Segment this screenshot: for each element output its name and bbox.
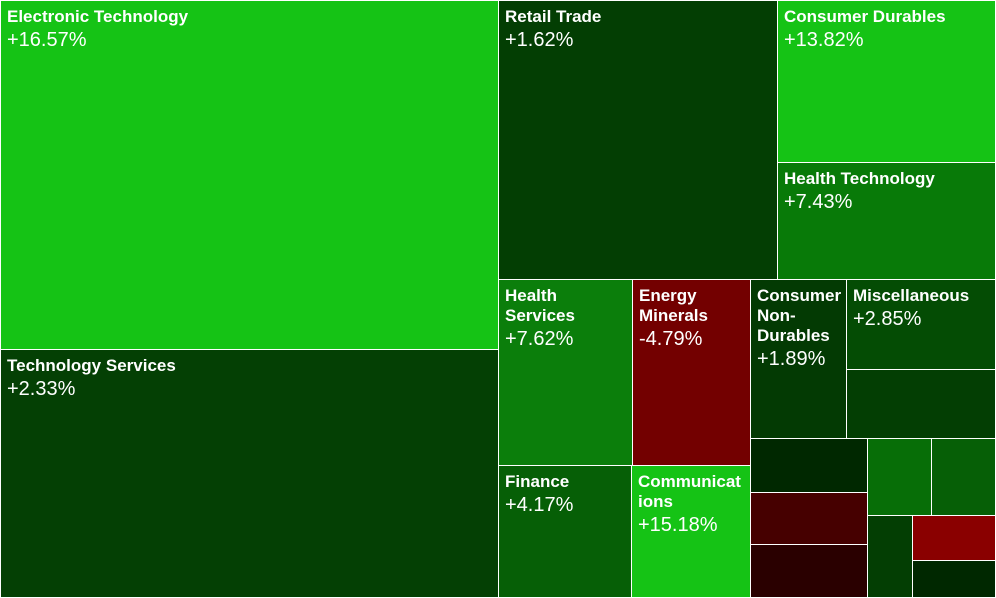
tile-name: Energy Minerals (639, 286, 708, 325)
tile-change: +1.89% (757, 348, 826, 370)
tile-name: Health Technology (784, 169, 935, 188)
treemap-tile-unlabeled[interactable] (931, 438, 996, 516)
tile-change: +4.17% (505, 494, 574, 516)
tile-change: +15.18% (638, 514, 718, 536)
treemap-tile[interactable]: Health Technology +7.43% (777, 162, 996, 280)
treemap-tile[interactable]: Health Services +7.62% (498, 279, 633, 466)
tile-change: +13.82% (784, 29, 864, 51)
tile-change: -4.79% (639, 328, 703, 350)
treemap-tile-unlabeled[interactable] (750, 492, 868, 545)
tile-label: Finance +4.17% (505, 472, 629, 516)
tile-name: Electronic Technology (7, 7, 189, 26)
tile-label: Health Technology +7.43% (784, 169, 993, 213)
tile-label: Retail Trade +1.62% (505, 7, 775, 51)
treemap-tile-unlabeled[interactable] (867, 438, 932, 516)
treemap-tile[interactable]: Electronic Technology +16.57% (0, 0, 499, 350)
tile-name: Consumer Durables (784, 7, 946, 26)
tile-label: Consumer Non- Durables +1.89% (757, 286, 844, 370)
tile-label: Technology Services +2.33% (7, 356, 496, 400)
tile-change: +7.62% (505, 328, 574, 350)
treemap-tile-unlabeled[interactable] (750, 544, 868, 598)
treemap-tile[interactable]: Energy Minerals -4.79% (632, 279, 751, 466)
treemap-tile-unlabeled[interactable] (750, 438, 868, 493)
treemap-tile[interactable]: Finance +4.17% (498, 465, 632, 598)
tile-change: +7.43% (784, 191, 853, 213)
treemap-tile[interactable]: Communicat ions +15.18% (631, 465, 751, 598)
tile-name: Retail Trade (505, 7, 602, 26)
treemap-tile-unlabeled[interactable] (846, 369, 996, 439)
tile-name: Consumer Non- Durables (757, 286, 842, 345)
tile-change: +2.33% (7, 378, 76, 400)
tile-name: Communicat ions (638, 472, 741, 511)
treemap-tile[interactable]: Consumer Non- Durables +1.89% (750, 279, 847, 439)
tile-name: Miscellaneous (853, 286, 970, 305)
tile-label: Consumer Durables +13.82% (784, 7, 993, 51)
tile-label: Electronic Technology +16.57% (7, 7, 496, 51)
tile-change: +2.85% (853, 308, 922, 330)
treemap-tile-unlabeled[interactable] (912, 560, 996, 598)
tile-name: Finance (505, 472, 570, 491)
tile-change: +1.62% (505, 29, 574, 51)
treemap-tile-unlabeled[interactable] (912, 515, 996, 561)
tile-label: Energy Minerals -4.79% (639, 286, 748, 350)
tile-label: Miscellaneous +2.85% (853, 286, 993, 330)
tile-label: Health Services +7.62% (505, 286, 630, 350)
tile-name: Technology Services (7, 356, 176, 375)
treemap-tile-unlabeled[interactable] (867, 515, 913, 598)
treemap-tile[interactable]: Consumer Durables +13.82% (777, 0, 996, 163)
treemap-tile[interactable]: Miscellaneous +2.85% (846, 279, 996, 370)
tile-label: Communicat ions +15.18% (638, 472, 748, 536)
treemap-tile[interactable]: Retail Trade +1.62% (498, 0, 778, 280)
tile-change: +16.57% (7, 29, 87, 51)
treemap-tile[interactable]: Technology Services +2.33% (0, 349, 499, 598)
tile-name: Health Services (505, 286, 575, 325)
